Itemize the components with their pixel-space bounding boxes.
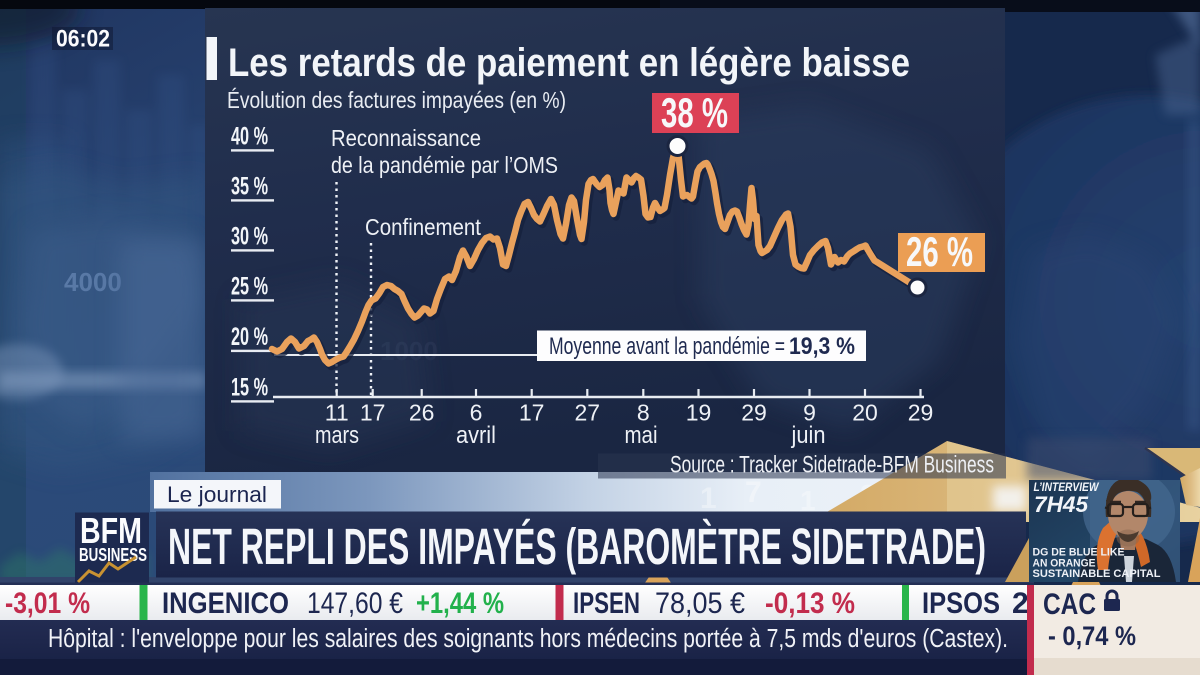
svg-text:26: 26 (409, 400, 435, 426)
svg-text:8: 8 (637, 400, 650, 426)
svg-text:147,60 €: 147,60 € (307, 587, 403, 620)
svg-text:AN ORANGE: AN ORANGE (1033, 558, 1096, 570)
svg-text:Hôpital : l'enveloppe pour les: Hôpital : l'enveloppe pour les salaires … (48, 625, 1008, 653)
svg-text:- 0,74 %: - 0,74 % (1048, 621, 1136, 651)
svg-text:IPSOS: IPSOS (922, 587, 1000, 620)
svg-text:2: 2 (1012, 587, 1029, 620)
svg-text:15 %: 15 % (231, 374, 268, 402)
svg-text:Le journal: Le journal (167, 482, 267, 507)
svg-text:11: 11 (325, 400, 349, 426)
svg-text:35 %: 35 % (231, 173, 268, 201)
svg-text:Les retards de paiement en lég: Les retards de paiement en légère baisse (228, 41, 910, 85)
svg-text:juin: juin (791, 422, 826, 449)
svg-text:30 %: 30 % (231, 223, 268, 251)
svg-text:+1,44 %: +1,44 % (416, 587, 504, 620)
svg-text:NET REPLI DES IMPAYÉS (BAROMÈT: NET REPLI DES IMPAYÉS (BAROMÈTRE SIDETRA… (168, 518, 986, 575)
svg-text:CAC: CAC (1043, 588, 1096, 621)
svg-text:Reconnaissance: Reconnaissance (331, 125, 481, 151)
svg-text:BFM: BFM (80, 510, 142, 551)
svg-text:L’INTERVIEW: L’INTERVIEW (1034, 482, 1100, 494)
svg-text:mai: mai (625, 422, 658, 449)
svg-text:1: 1 (700, 482, 717, 515)
svg-text:25 %: 25 % (231, 273, 268, 301)
svg-text:06:02: 06:02 (56, 26, 110, 53)
svg-text:Évolution des factures impayée: Évolution des factures impayées (en %) (227, 87, 566, 113)
svg-text:9: 9 (803, 400, 816, 426)
svg-text:19: 19 (686, 400, 712, 426)
svg-text:19,3 %: 19,3 % (789, 333, 855, 360)
svg-text:4000: 4000 (64, 267, 122, 297)
svg-text:17: 17 (519, 400, 545, 426)
svg-text:40 %: 40 % (231, 123, 268, 151)
svg-text:1: 1 (800, 485, 816, 516)
svg-text:1000: 1000 (380, 336, 438, 366)
svg-text:38 %: 38 % (661, 89, 728, 136)
svg-text:Confinement: Confinement (365, 214, 482, 240)
svg-text:INGENICO: INGENICO (162, 587, 289, 620)
svg-text:IPSEN: IPSEN (573, 587, 640, 620)
svg-text:DG DE BLUE LIKE: DG DE BLUE LIKE (1033, 547, 1125, 559)
svg-text:-0,13 %: -0,13 % (765, 587, 855, 620)
svg-text:29: 29 (908, 400, 934, 426)
svg-text:-3,01 %: -3,01 % (5, 587, 90, 620)
svg-text:7H45: 7H45 (1034, 492, 1089, 517)
svg-text:20: 20 (852, 400, 878, 426)
svg-text:6: 6 (470, 400, 483, 426)
svg-text:26 %: 26 % (906, 228, 973, 275)
svg-text:27: 27 (575, 400, 601, 426)
svg-text:BUSINESS: BUSINESS (79, 545, 147, 565)
svg-text:17: 17 (360, 400, 386, 426)
svg-text:mars: mars (315, 422, 359, 449)
svg-text:Moyenne avant la pandémie =: Moyenne avant la pandémie = (549, 333, 785, 360)
svg-text:Source : Tracker Sidetrade-BFM: Source : Tracker Sidetrade-BFM Business (670, 452, 994, 479)
svg-text:78,05 €: 78,05 € (655, 587, 745, 620)
svg-text:7: 7 (745, 476, 762, 509)
svg-text:SUSTAINABLE CAPITAL: SUSTAINABLE CAPITAL (1033, 568, 1161, 580)
svg-text:de la pandémie par l’OMS: de la pandémie par l’OMS (331, 152, 558, 178)
svg-text:20 %: 20 % (231, 323, 268, 351)
svg-text:avril: avril (456, 422, 496, 449)
svg-text:29: 29 (741, 400, 767, 426)
